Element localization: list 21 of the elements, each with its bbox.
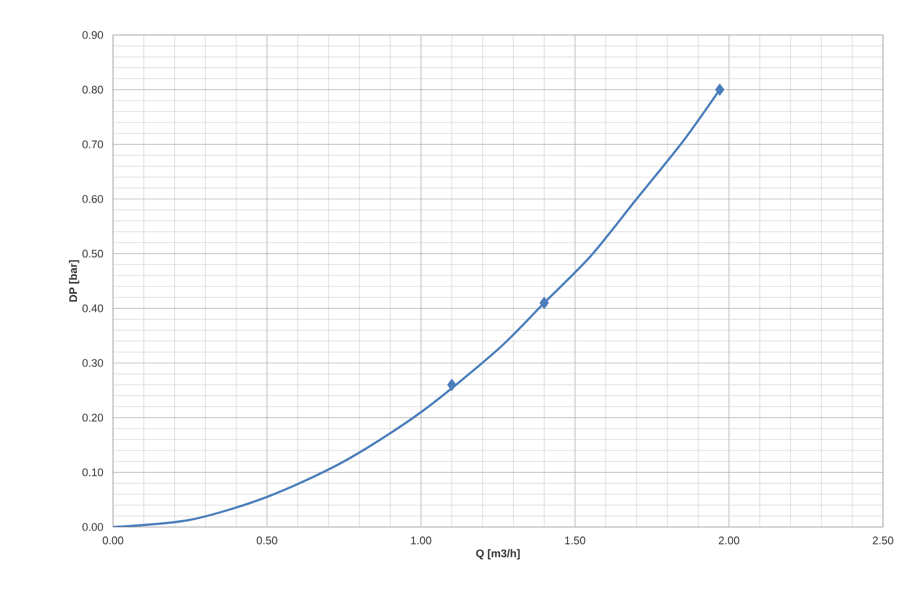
x-tick-label: 0.00 — [102, 536, 124, 544]
y-tick-label: 0.10 — [82, 468, 104, 476]
x-tick-label: 1.00 — [411, 536, 432, 544]
y-tick-label: 0.50 — [82, 250, 104, 258]
x-tick-label: 2.00 — [718, 536, 740, 544]
y-tick-label: 0.20 — [82, 414, 104, 422]
x-tick-label: 2.50 — [872, 536, 894, 544]
y-tick-label: 0.70 — [82, 140, 104, 148]
point — [447, 378, 457, 392]
y-tick-label: 0.80 — [82, 86, 104, 94]
x-tick-label: 0.50 — [256, 536, 278, 544]
y-tick-label: 0.90 — [82, 31, 104, 39]
y-tick-label: 0.30 — [82, 359, 104, 367]
y-tick-label: 0.60 — [82, 195, 104, 203]
y-tick-label: 0.00 — [82, 523, 104, 531]
y-axis-title: DP [bar] — [68, 260, 80, 302]
x-axis-title: Q [m3/h] — [476, 549, 520, 560]
x-tick-label: 1.50 — [565, 536, 586, 544]
y-tick-label: 0.40 — [82, 304, 104, 312]
point — [715, 83, 724, 96]
point — [540, 296, 549, 310]
